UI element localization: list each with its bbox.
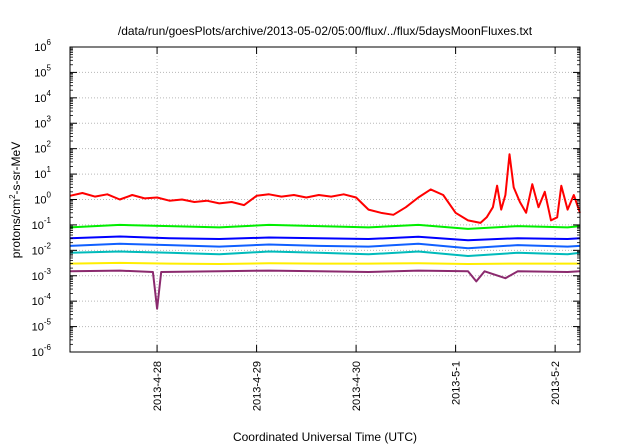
- grid-lines: [70, 47, 580, 352]
- series-layer: [69, 153, 581, 310]
- y-tick-labels: 10-6 10-5 10-4 10-3 10-2 10-1 100 101 102 103 104 1…: [32, 38, 52, 359]
- series-line-5: [69, 250, 581, 257]
- series-line-1: [69, 153, 581, 224]
- y-tick-label: 101: [34, 165, 51, 181]
- y-tick-label: 105: [34, 63, 51, 79]
- y-tick-label: 10-6: [32, 343, 52, 359]
- series-line-2: [69, 223, 581, 230]
- axis-ticks: [70, 46, 580, 353]
- series-line-7: [69, 269, 581, 310]
- y-tick-label: 10-2: [32, 241, 52, 257]
- x-axis-label: Coordinated Universal Time (UTC): [233, 430, 417, 444]
- chart-title: /data/run/goesPlots/archive/2013-05-02/0…: [118, 24, 533, 38]
- y-tick-label: 10-3: [32, 267, 52, 283]
- series-line-6: [69, 261, 580, 265]
- series-line-4: [69, 242, 581, 250]
- y-tick-label: 104: [34, 89, 51, 105]
- y-tick-label: 10-4: [32, 292, 52, 308]
- x-tick-labels: 2013-4-28 2013-4-29 2013-4-30 2013-5-1 2013-…: [152, 361, 562, 411]
- y-tick-label: 10-1: [32, 216, 52, 232]
- y-tick-label: 100: [34, 191, 51, 207]
- x-tick-label: 2013-5-2: [550, 361, 562, 405]
- x-tick-label: 2013-5-1: [451, 361, 463, 405]
- y-axis-label: protons/cm2-s-sr-MeV: [8, 142, 23, 258]
- x-tick-label: 2013-4-30: [351, 361, 363, 411]
- y-tick-label: 106: [34, 38, 51, 54]
- y-tick-label: 102: [34, 140, 51, 156]
- series-line-3: [69, 235, 581, 242]
- y-tick-label: 10-5: [32, 318, 52, 334]
- x-tick-label: 2013-4-29: [252, 361, 264, 411]
- x-tick-label: 2013-4-28: [152, 361, 164, 411]
- y-tick-label: 103: [34, 114, 51, 130]
